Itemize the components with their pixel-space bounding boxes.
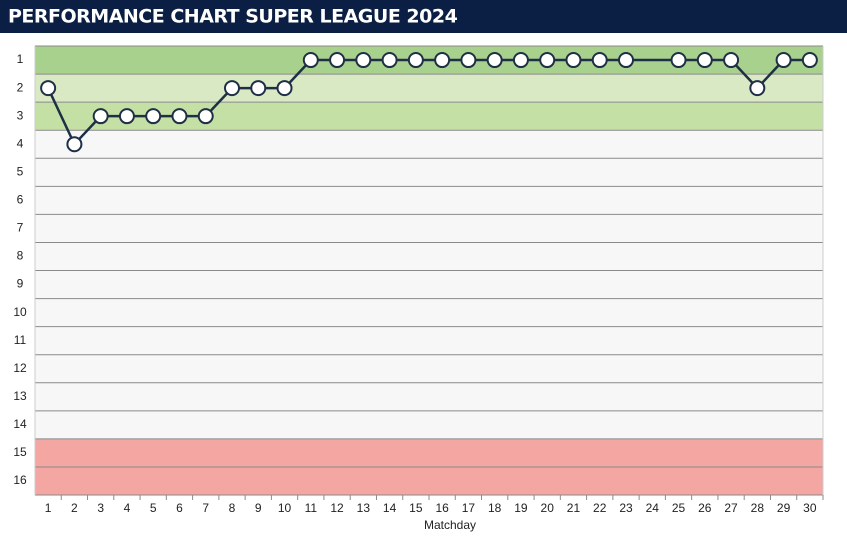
x-tick-label: 20 (541, 501, 555, 515)
point-marker (512, 52, 529, 69)
point-marker (565, 52, 582, 69)
x-tick-label: 26 (698, 501, 712, 515)
y-tick-label: 3 (17, 108, 24, 122)
point-marker (145, 108, 162, 125)
x-tick-label: 22 (593, 501, 607, 515)
point-marker (355, 52, 372, 69)
x-tick-label: 6 (176, 501, 183, 515)
y-tick-label: 4 (17, 136, 24, 150)
y-tick-label: 7 (17, 221, 24, 235)
y-tick-label: 8 (17, 249, 24, 263)
y-tick-label: 11 (14, 333, 27, 347)
rank-band (35, 466, 823, 495)
x-tick-label: 19 (514, 501, 528, 515)
point-marker (276, 80, 293, 97)
x-tick-label: 12 (330, 501, 344, 515)
y-tick-label: 15 (13, 445, 27, 459)
x-tick-label: 25 (672, 501, 686, 515)
x-tick-label: 1 (45, 501, 52, 515)
y-tick-label: 6 (17, 193, 24, 207)
point-marker (329, 52, 346, 69)
point-marker (302, 52, 319, 69)
point-marker (460, 52, 477, 69)
point-marker (250, 80, 267, 97)
point-marker (749, 80, 766, 97)
y-tick-label: 9 (17, 277, 24, 291)
y-tick-label: 10 (13, 305, 27, 319)
x-tick-label: 15 (409, 501, 423, 515)
y-tick-label: 1 (17, 52, 24, 66)
point-marker (775, 52, 792, 69)
x-tick-label: 28 (751, 501, 765, 515)
rank-band (35, 74, 823, 103)
y-tick-label: 16 (13, 473, 27, 487)
x-tick-label: 2 (71, 501, 78, 515)
y-tick-label: 13 (13, 389, 27, 403)
point-marker (171, 108, 188, 125)
y-tick-label: 5 (17, 164, 24, 178)
x-tick-label: 11 (305, 501, 318, 515)
x-axis-label: Matchday (424, 518, 476, 532)
y-tick-label: 2 (17, 80, 24, 94)
x-tick-label: 27 (724, 501, 738, 515)
point-marker (591, 52, 608, 69)
x-tick-label: 4 (124, 501, 131, 515)
point-marker (92, 108, 109, 125)
x-tick-label: 16 (435, 501, 449, 515)
title-bar (0, 0, 847, 33)
rank-band (35, 438, 823, 467)
point-marker (407, 52, 424, 69)
point-marker (118, 108, 135, 125)
point-marker (40, 80, 57, 97)
x-tick-label: 14 (383, 501, 397, 515)
y-tick-label: 14 (13, 417, 27, 431)
x-tick-label: 13 (357, 501, 371, 515)
x-tick-label: 10 (278, 501, 292, 515)
x-tick-label: 24 (646, 501, 660, 515)
point-marker (618, 52, 634, 69)
point-marker (539, 52, 556, 69)
point-marker (66, 136, 83, 153)
x-tick-label: 29 (777, 501, 791, 515)
chart-title: PERFORMANCE CHART SUPER LEAGUE 2024 (8, 6, 458, 28)
x-tick-label: 9 (255, 501, 262, 515)
point-marker (801, 52, 818, 69)
x-tick-label: 3 (97, 501, 104, 515)
x-tick-label: 5 (150, 501, 157, 515)
point-marker (696, 52, 713, 69)
x-tick-label: 23 (619, 501, 633, 515)
point-marker (723, 52, 740, 69)
point-marker (486, 52, 503, 69)
y-tick-label: 12 (13, 361, 27, 375)
x-tick-label: 18 (488, 501, 502, 515)
x-tick-label: 30 (803, 501, 817, 515)
point-marker (434, 52, 451, 69)
x-tick-label: 17 (462, 501, 476, 515)
point-marker (197, 108, 214, 125)
x-tick-label: 21 (567, 501, 581, 515)
x-tick-label: 8 (229, 501, 236, 515)
point-marker (381, 52, 398, 69)
point-marker (670, 52, 687, 69)
point-marker (224, 80, 240, 97)
x-tick-label: 7 (202, 501, 209, 515)
